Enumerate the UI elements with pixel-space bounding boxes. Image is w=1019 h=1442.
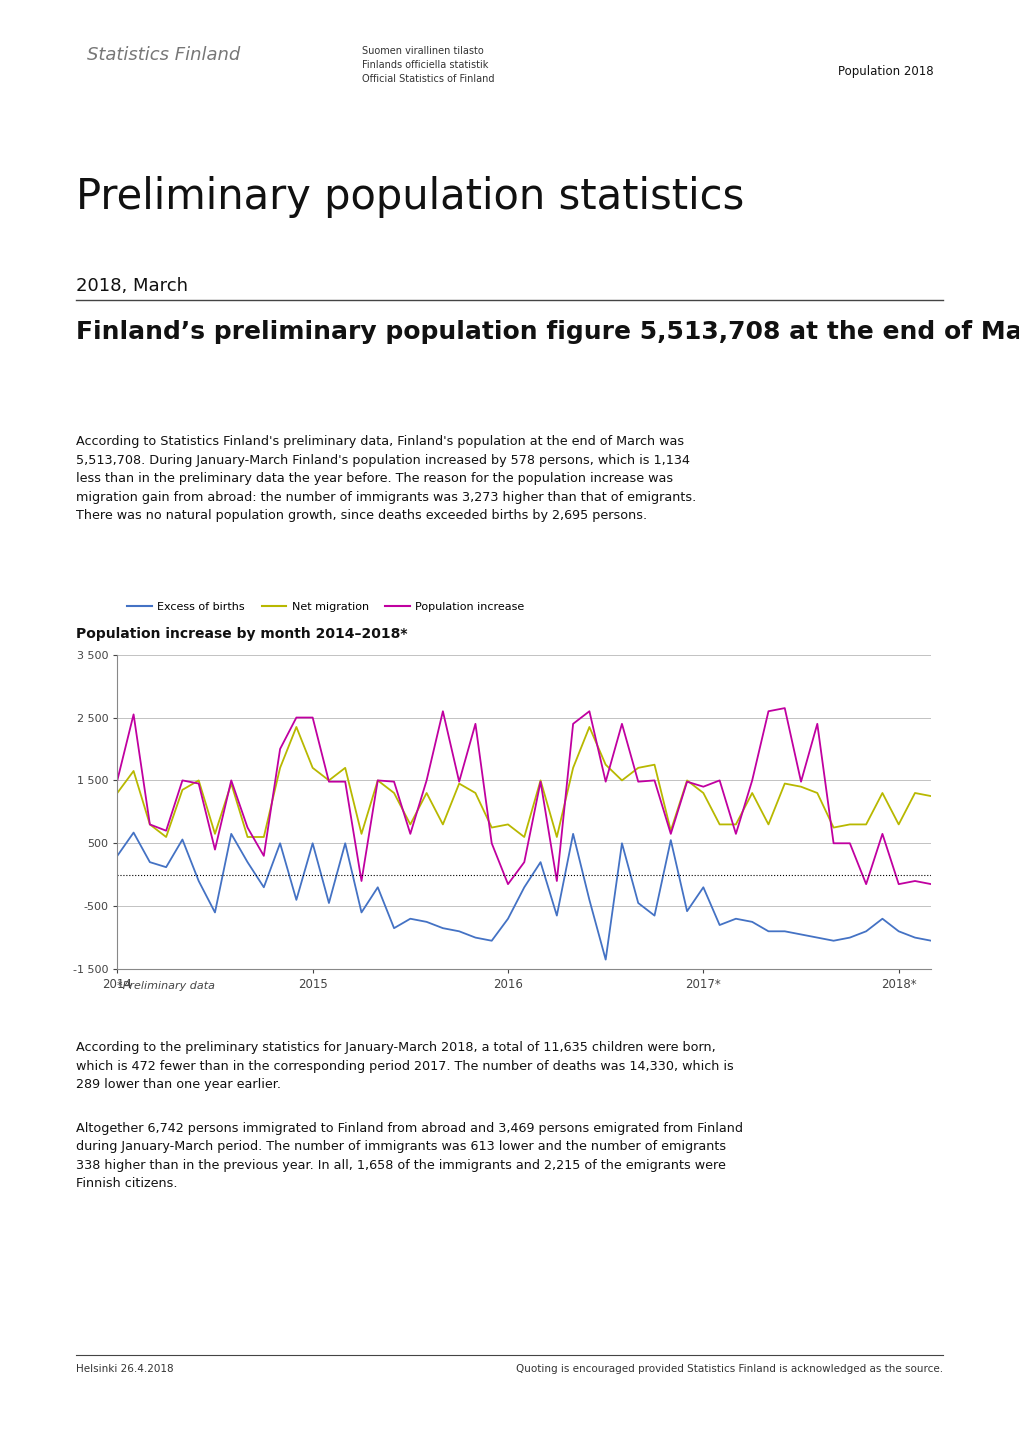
Text: Population increase by month 2014–2018*: Population increase by month 2014–2018* bbox=[76, 627, 408, 642]
Text: Suomen virallinen tilasto
Finlands officiella statistik
Official Statistics of F: Suomen virallinen tilasto Finlands offic… bbox=[362, 46, 494, 84]
Text: Altogether 6,742 persons immigrated to Finland from abroad and 3,469 persons emi: Altogether 6,742 persons immigrated to F… bbox=[76, 1122, 743, 1191]
Legend: Excess of births, Net migration, Population increase: Excess of births, Net migration, Populat… bbox=[122, 597, 529, 616]
Text: According to Statistics Finland's preliminary data, Finland's population at the : According to Statistics Finland's prelim… bbox=[76, 435, 696, 522]
Text: 2018, March: 2018, March bbox=[76, 277, 189, 294]
Text: Helsinki 26.4.2018: Helsinki 26.4.2018 bbox=[76, 1364, 174, 1374]
Text: Quoting is encouraged provided Statistics Finland is acknowledged as the source.: Quoting is encouraged provided Statistic… bbox=[516, 1364, 943, 1374]
Text: Population 2018: Population 2018 bbox=[837, 65, 932, 78]
Text: Finland’s preliminary population figure 5,513,708 at the end of March: Finland’s preliminary population figure … bbox=[76, 320, 1019, 345]
Text: Statistics Finland: Statistics Finland bbox=[87, 46, 239, 63]
Text: According to the preliminary statistics for January-March 2018, a total of 11,63: According to the preliminary statistics … bbox=[76, 1041, 734, 1092]
Text: Preliminary population statistics: Preliminary population statistics bbox=[76, 176, 744, 218]
Text: *Preliminary data: *Preliminary data bbox=[117, 981, 215, 991]
